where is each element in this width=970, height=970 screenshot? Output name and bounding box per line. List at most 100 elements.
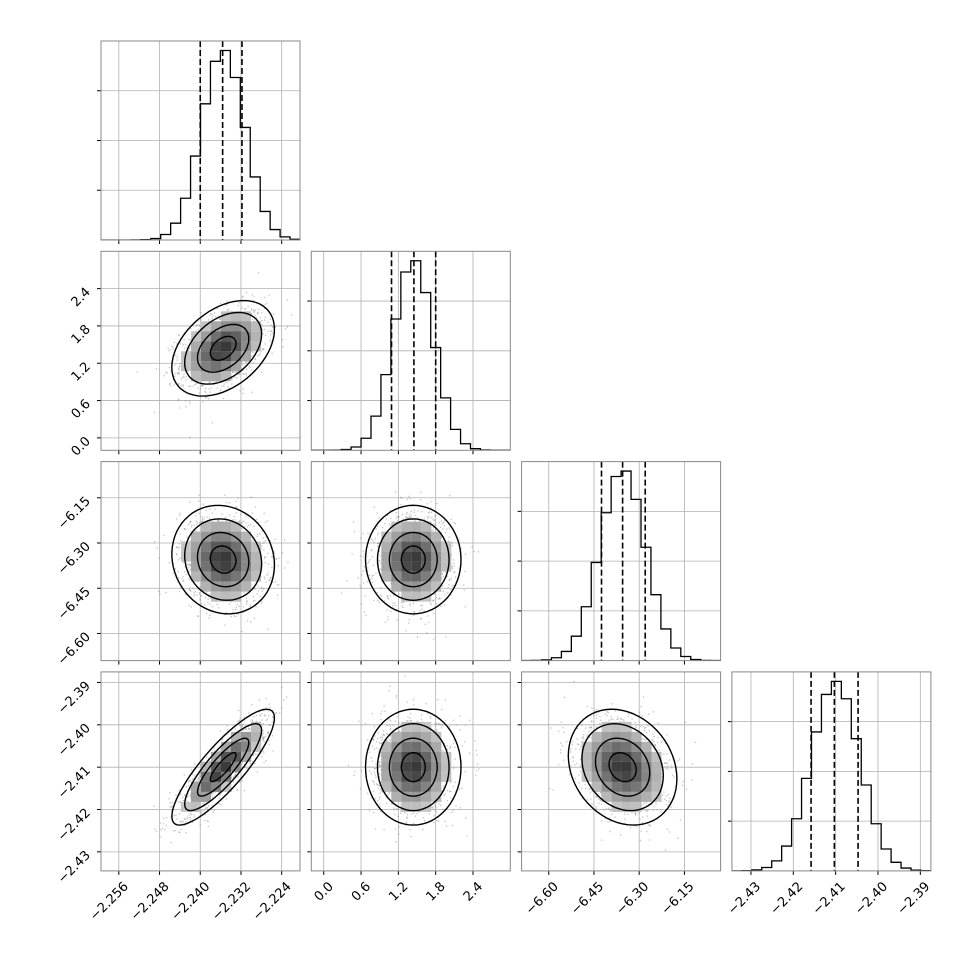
- sample-point: [382, 526, 384, 529]
- sample-point: [201, 812, 203, 814]
- sample-point: [230, 777, 232, 779]
- sample-point: [394, 491, 397, 493]
- sample-point: [464, 553, 467, 555]
- sample-point: [226, 381, 228, 384]
- sample-point: [423, 610, 425, 612]
- sample-point: [460, 547, 462, 550]
- sample-point: [242, 520, 245, 522]
- sample-point: [225, 520, 228, 522]
- sample-point: [239, 724, 241, 726]
- sample-point: [250, 536, 253, 539]
- sample-point: [442, 522, 445, 524]
- sample-point: [269, 577, 271, 580]
- density-cell: [421, 571, 432, 582]
- sample-point: [217, 519, 219, 522]
- panel-content: [101, 461, 300, 661]
- sample-point: [250, 583, 252, 585]
- sample-point: [185, 832, 187, 834]
- sample-point: [395, 517, 397, 519]
- sample-point: [199, 775, 201, 777]
- sample-point: [264, 316, 266, 318]
- sample-point: [166, 816, 168, 819]
- sample-point: [250, 309, 253, 311]
- sample-point: [441, 573, 444, 575]
- sample-point: [396, 515, 399, 518]
- sample-point: [252, 351, 254, 353]
- sample-point: [252, 596, 254, 598]
- sample-point: [405, 520, 407, 522]
- sample-point: [252, 362, 254, 364]
- sample-point: [394, 602, 396, 604]
- sample-point: [433, 612, 435, 615]
- sample-point: [224, 613, 226, 616]
- sample-point: [408, 604, 411, 606]
- contour-1: [196, 323, 250, 373]
- sample-point: [179, 533, 181, 535]
- panel-content: [311, 251, 511, 451]
- sample-point: [266, 520, 269, 522]
- sample-point: [222, 397, 224, 400]
- sample-point: [377, 521, 379, 523]
- sample-point: [177, 371, 180, 374]
- sample-point: [261, 723, 263, 726]
- density-cell: [211, 581, 221, 592]
- sample-point: [392, 602, 394, 604]
- sample-point: [184, 343, 187, 346]
- sample-point: [195, 330, 197, 332]
- sample-point: [273, 552, 276, 555]
- sample-point: [368, 574, 370, 576]
- sample-point: [387, 514, 389, 517]
- sample-point: [196, 780, 198, 782]
- sample-point: [213, 383, 215, 386]
- sample-point: [259, 595, 261, 598]
- sample-point: [180, 792, 182, 795]
- panel-frame: [100, 40, 301, 241]
- sample-point: [189, 436, 191, 438]
- sample-point: [401, 513, 404, 516]
- sample-point: [246, 525, 249, 528]
- sample-point: [445, 531, 447, 534]
- sample-point: [201, 520, 203, 522]
- sample-point: [157, 590, 160, 592]
- sample-point: [238, 301, 240, 304]
- sample-point: [224, 624, 226, 626]
- sample-point: [239, 514, 242, 516]
- sample-point: [182, 579, 185, 582]
- sample-point: [245, 361, 247, 363]
- sample-point: [448, 579, 451, 582]
- sample-point: [246, 767, 248, 770]
- density-cell: [211, 561, 221, 572]
- sample-point: [205, 509, 207, 512]
- sample-point: [276, 594, 279, 596]
- sample-point: [238, 373, 241, 375]
- sample-point: [183, 528, 185, 530]
- sample-point: [242, 392, 244, 395]
- sample-point: [218, 520, 220, 522]
- sample-point: [260, 547, 263, 550]
- sample-point: [383, 600, 386, 602]
- density-cell: [201, 341, 211, 352]
- sample-point: [377, 545, 379, 547]
- sample-point: [178, 334, 181, 336]
- sample-point: [204, 390, 206, 392]
- sample-point: [407, 516, 409, 519]
- sample-point: [174, 364, 176, 366]
- sample-point: [227, 729, 229, 731]
- sample-point: [169, 382, 171, 384]
- sample-point: [242, 611, 244, 614]
- sample-point: [169, 348, 172, 351]
- sample-point: [245, 522, 247, 525]
- sample-point: [202, 503, 205, 505]
- sample-point: [209, 603, 211, 605]
- sample-point: [278, 557, 280, 559]
- sample-point: [420, 617, 422, 620]
- sample-point: [178, 577, 180, 579]
- sample-point: [236, 772, 238, 774]
- sample-point: [226, 501, 228, 503]
- sample-point: [241, 307, 243, 309]
- sample-point: [183, 332, 185, 334]
- density-cell: [191, 341, 201, 352]
- sample-point: [360, 603, 363, 606]
- sample-point: [245, 374, 247, 376]
- sample-point: [393, 591, 395, 593]
